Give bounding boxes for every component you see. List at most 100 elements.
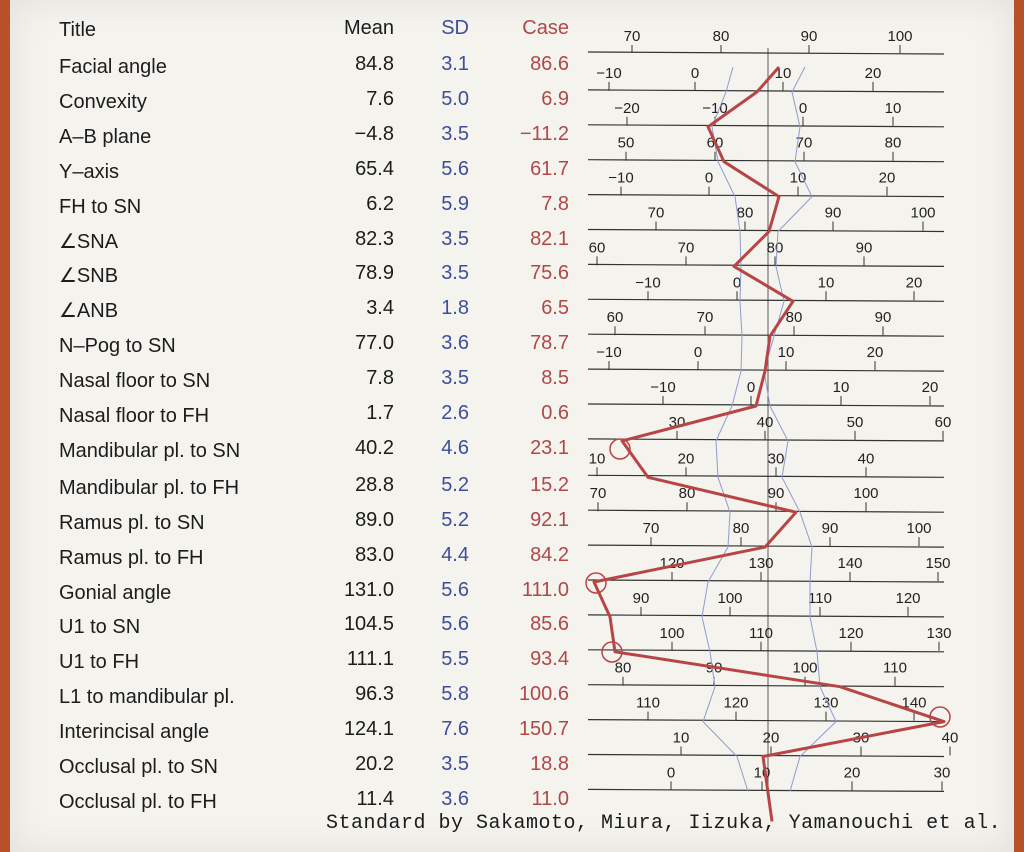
scale-line — [587, 579, 945, 583]
case-value: 84.2 — [530, 543, 569, 566]
scale-label: 60 — [935, 414, 952, 431]
measurement-title: ∠SNB — [59, 265, 119, 288]
scale-label: 120 — [838, 625, 863, 642]
measurement-title: Facial angle — [59, 56, 167, 78]
scale-label: 40 — [942, 730, 959, 747]
sd-value: 3.5 — [441, 227, 469, 250]
sd-value: 5.9 — [441, 192, 469, 215]
scale-label: 80 — [679, 485, 696, 502]
case-value: 100.6 — [518, 683, 569, 706]
measurement-title: Occlusal pl. to FH — [59, 790, 217, 813]
measurement-title: Occlusal pl. to SN — [59, 756, 218, 778]
scale-label: 40 — [858, 450, 875, 467]
measurement-title: Mandibular pl. to SN — [59, 439, 241, 462]
sd-value: 3.5 — [441, 262, 469, 285]
scale-label: 20 — [906, 274, 923, 291]
mean-value: 7.8 — [366, 367, 394, 390]
sd-band-plus — [763, 66, 837, 792]
header-sd: SD — [441, 17, 469, 39]
mean-value: 20.2 — [355, 753, 394, 775]
scale-label-top: 90 — [801, 28, 818, 45]
scale-label: 20 — [922, 379, 939, 396]
scale-label: 100 — [853, 485, 878, 502]
scale-line — [587, 509, 945, 513]
scale-label: 110 — [883, 660, 907, 677]
scale-label: 40 — [757, 414, 774, 431]
scale-line — [587, 718, 945, 723]
case-value: 93.4 — [530, 648, 569, 671]
mean-value: 11.4 — [356, 787, 394, 810]
scale-label: 0 — [705, 170, 713, 187]
measurement-title: L1 to mandibular pl. — [59, 686, 235, 709]
scale-label: −10 — [635, 274, 660, 291]
scale-label: 100 — [910, 205, 935, 222]
sd-value: 5.2 — [441, 473, 469, 496]
scale-label: 70 — [796, 135, 813, 152]
scale-label: −20 — [614, 100, 639, 117]
scale-line — [587, 124, 945, 128]
out-of-range-marker — [609, 438, 631, 460]
case-value: 78.7 — [530, 332, 569, 355]
scale-label: 140 — [837, 555, 862, 572]
scale-label: 20 — [879, 170, 896, 187]
scale-label: 20 — [678, 450, 695, 467]
sd-value: 3.5 — [441, 367, 469, 390]
scale-line — [587, 159, 945, 163]
out-of-range-marker — [585, 572, 607, 594]
scale-label: 100 — [717, 590, 742, 607]
scale-label: 10 — [778, 344, 795, 361]
scale-label: 20 — [865, 65, 882, 82]
measurement-title: U1 to SN — [59, 616, 141, 639]
scale-line-top — [587, 51, 945, 55]
scale-label: 10 — [885, 100, 902, 117]
sd-value: 4.6 — [441, 436, 469, 459]
scale-label: 90 — [875, 309, 892, 326]
sd-value: 5.8 — [441, 683, 469, 706]
scale-label: 70 — [590, 485, 607, 502]
scale-line — [587, 438, 945, 442]
scale-label: 120 — [895, 590, 920, 607]
mean-value: 6.2 — [366, 192, 394, 215]
scale-label: 70 — [643, 520, 660, 537]
mean-value: 65.4 — [355, 157, 394, 180]
scale-label: 90 — [822, 520, 839, 537]
sd-value: 2.6 — [441, 402, 469, 424]
measurement-title: Gonial angle — [59, 581, 172, 604]
case-polyline — [592, 66, 946, 822]
case-value: −11.2 — [519, 122, 569, 145]
scale-label: 130 — [813, 695, 838, 712]
scale-label: 130 — [748, 555, 773, 572]
case-value: 92.1 — [530, 508, 569, 531]
sd-value: 5.6 — [441, 613, 469, 636]
scale-label: 10 — [818, 274, 835, 291]
scale-label: 80 — [786, 309, 803, 326]
scale-label: 0 — [667, 764, 675, 781]
scale-label: 60 — [589, 239, 606, 256]
scale-label: 100 — [792, 660, 817, 677]
mean-value: 83.0 — [355, 543, 394, 566]
scale-label-top: 80 — [713, 28, 730, 45]
scale-label: −10 — [596, 65, 621, 82]
scale-label: 100 — [906, 520, 931, 537]
mean-value: 1.7 — [366, 402, 394, 424]
scale-line — [587, 788, 945, 793]
header-case: Case — [522, 17, 569, 39]
scale-label: 90 — [856, 239, 873, 256]
scale-label: 20 — [867, 344, 884, 361]
mean-value: 7.6 — [366, 87, 394, 110]
measurement-title: Ramus pl. to SN — [59, 511, 205, 534]
scale-line — [587, 474, 945, 478]
case-value: 18.8 — [530, 753, 569, 775]
scale-line — [587, 333, 945, 337]
measurement-title: N–Pog to SN — [59, 335, 176, 358]
sd-value: 3.5 — [441, 122, 469, 145]
measurement-title: A–B plane — [59, 125, 152, 148]
case-value: 15.2 — [530, 473, 569, 496]
scale-label-top: 100 — [887, 28, 912, 45]
scale-label: 10 — [790, 170, 807, 187]
polygon-chart-sheet — [10, 0, 1014, 852]
scale-label: −10 — [596, 344, 621, 361]
scale-label: 80 — [737, 205, 754, 222]
mean-value: 124.1 — [343, 718, 394, 741]
mean-value: 82.3 — [355, 227, 394, 250]
